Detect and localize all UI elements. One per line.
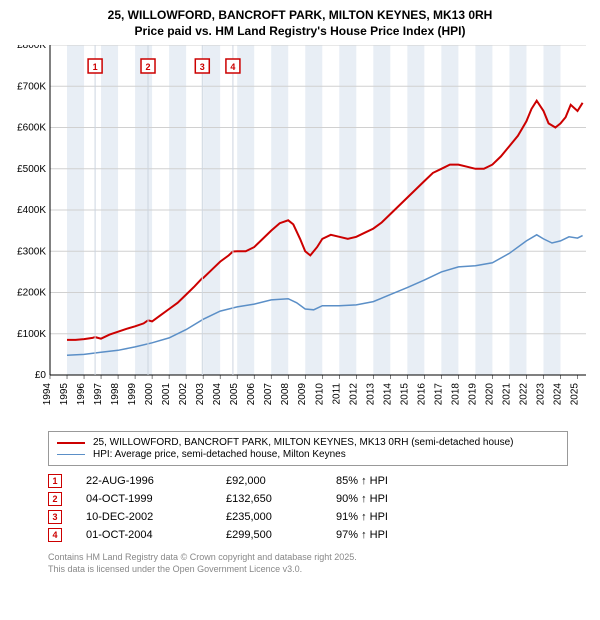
svg-text:2010: 2010 — [314, 383, 325, 406]
tx-marker: 2 — [48, 492, 62, 506]
footer-line-2: This data is licensed under the Open Gov… — [48, 564, 590, 576]
tx-pct: 91% ↑ HPI — [336, 511, 436, 523]
tx-price: £235,000 — [226, 511, 336, 523]
svg-text:1996: 1996 — [76, 383, 87, 406]
svg-text:£200K: £200K — [17, 288, 46, 299]
svg-text:2014: 2014 — [382, 383, 393, 406]
svg-text:2000: 2000 — [144, 383, 155, 406]
svg-text:2024: 2024 — [552, 383, 563, 406]
tx-date: 10-DEC-2002 — [86, 511, 226, 523]
transactions-table: 1 22-AUG-1996£92,00085% ↑ HPI 2 04-OCT-1999… — [48, 474, 590, 542]
title-line-2: Price paid vs. HM Land Registry's House … — [10, 24, 590, 40]
svg-text:2004: 2004 — [212, 383, 223, 406]
svg-text:1998: 1998 — [110, 383, 121, 406]
transaction-row: 2 04-OCT-1999£132,65090% ↑ HPI — [48, 492, 590, 506]
svg-text:2: 2 — [146, 62, 151, 72]
svg-text:2011: 2011 — [331, 383, 342, 405]
tx-pct: 85% ↑ HPI — [336, 475, 436, 487]
tx-date: 04-OCT-1999 — [86, 493, 226, 505]
svg-text:2023: 2023 — [535, 383, 546, 406]
svg-text:1: 1 — [93, 62, 98, 72]
legend-swatch — [57, 454, 85, 455]
legend-label: 25, WILLOWFORD, BANCROFT PARK, MILTON KE… — [93, 437, 514, 448]
svg-text:£100K: £100K — [17, 329, 46, 340]
legend-row: 25, WILLOWFORD, BANCROFT PARK, MILTON KE… — [57, 437, 559, 448]
legend: 25, WILLOWFORD, BANCROFT PARK, MILTON KE… — [48, 431, 568, 466]
svg-text:2016: 2016 — [416, 383, 427, 406]
svg-text:£800K: £800K — [17, 45, 46, 51]
tx-marker: 3 — [48, 510, 62, 524]
svg-text:2008: 2008 — [280, 383, 291, 406]
svg-text:2021: 2021 — [501, 383, 512, 406]
svg-text:2022: 2022 — [518, 383, 529, 406]
transaction-row: 1 22-AUG-1996£92,00085% ↑ HPI — [48, 474, 590, 488]
svg-text:£500K: £500K — [17, 164, 46, 175]
tx-pct: 90% ↑ HPI — [336, 493, 436, 505]
svg-text:2018: 2018 — [450, 383, 461, 406]
tx-marker: 4 — [48, 528, 62, 542]
svg-text:1995: 1995 — [59, 383, 70, 406]
svg-text:1994: 1994 — [42, 383, 53, 406]
tx-date: 01-OCT-2004 — [86, 529, 226, 541]
svg-text:2007: 2007 — [263, 383, 274, 406]
svg-text:2006: 2006 — [246, 383, 257, 406]
tx-date: 22-AUG-1996 — [86, 475, 226, 487]
chart-svg: £0 £100K £200K £300K £400K £500K £600K £700K £80… — [10, 45, 590, 425]
footer-line-1: Contains HM Land Registry data © Crown c… — [48, 552, 590, 564]
svg-text:2013: 2013 — [365, 383, 376, 406]
price-chart: £0 £100K £200K £300K £400K £500K £600K £700K £80… — [10, 45, 590, 425]
svg-text:4: 4 — [230, 62, 235, 72]
tx-price: £299,500 — [226, 529, 336, 541]
tx-price: £132,650 — [226, 493, 336, 505]
title-line-1: 25, WILLOWFORD, BANCROFT PARK, MILTON KE… — [10, 8, 590, 24]
svg-text:2009: 2009 — [297, 383, 308, 406]
svg-text:2020: 2020 — [484, 383, 495, 406]
transaction-row: 3 10-DEC-2002£235,00091% ↑ HPI — [48, 510, 590, 524]
svg-text:£300K: £300K — [17, 246, 46, 257]
svg-text:1997: 1997 — [93, 383, 104, 406]
svg-text:2012: 2012 — [348, 383, 359, 406]
svg-text:2003: 2003 — [195, 383, 206, 406]
svg-text:£400K: £400K — [17, 205, 46, 216]
svg-text:2017: 2017 — [433, 383, 444, 406]
legend-label: HPI: Average price, semi-detached house,… — [93, 449, 346, 460]
tx-pct: 97% ↑ HPI — [336, 529, 436, 541]
legend-row: HPI: Average price, semi-detached house,… — [57, 449, 559, 460]
svg-text:1999: 1999 — [127, 383, 138, 406]
svg-text:£600K: £600K — [17, 123, 46, 134]
svg-text:2005: 2005 — [229, 383, 240, 406]
svg-text:2019: 2019 — [467, 383, 478, 406]
svg-text:2025: 2025 — [569, 383, 580, 406]
footer: Contains HM Land Registry data © Crown c… — [48, 552, 590, 575]
svg-text:2002: 2002 — [178, 383, 189, 406]
legend-swatch — [57, 442, 85, 444]
transaction-row: 4 01-OCT-2004£299,50097% ↑ HPI — [48, 528, 590, 542]
tx-marker: 1 — [48, 474, 62, 488]
svg-text:2001: 2001 — [161, 383, 172, 406]
svg-text:£0: £0 — [35, 370, 47, 381]
svg-text:3: 3 — [200, 62, 205, 72]
svg-text:£700K: £700K — [17, 81, 46, 92]
tx-price: £92,000 — [226, 475, 336, 487]
svg-text:2015: 2015 — [399, 383, 410, 406]
